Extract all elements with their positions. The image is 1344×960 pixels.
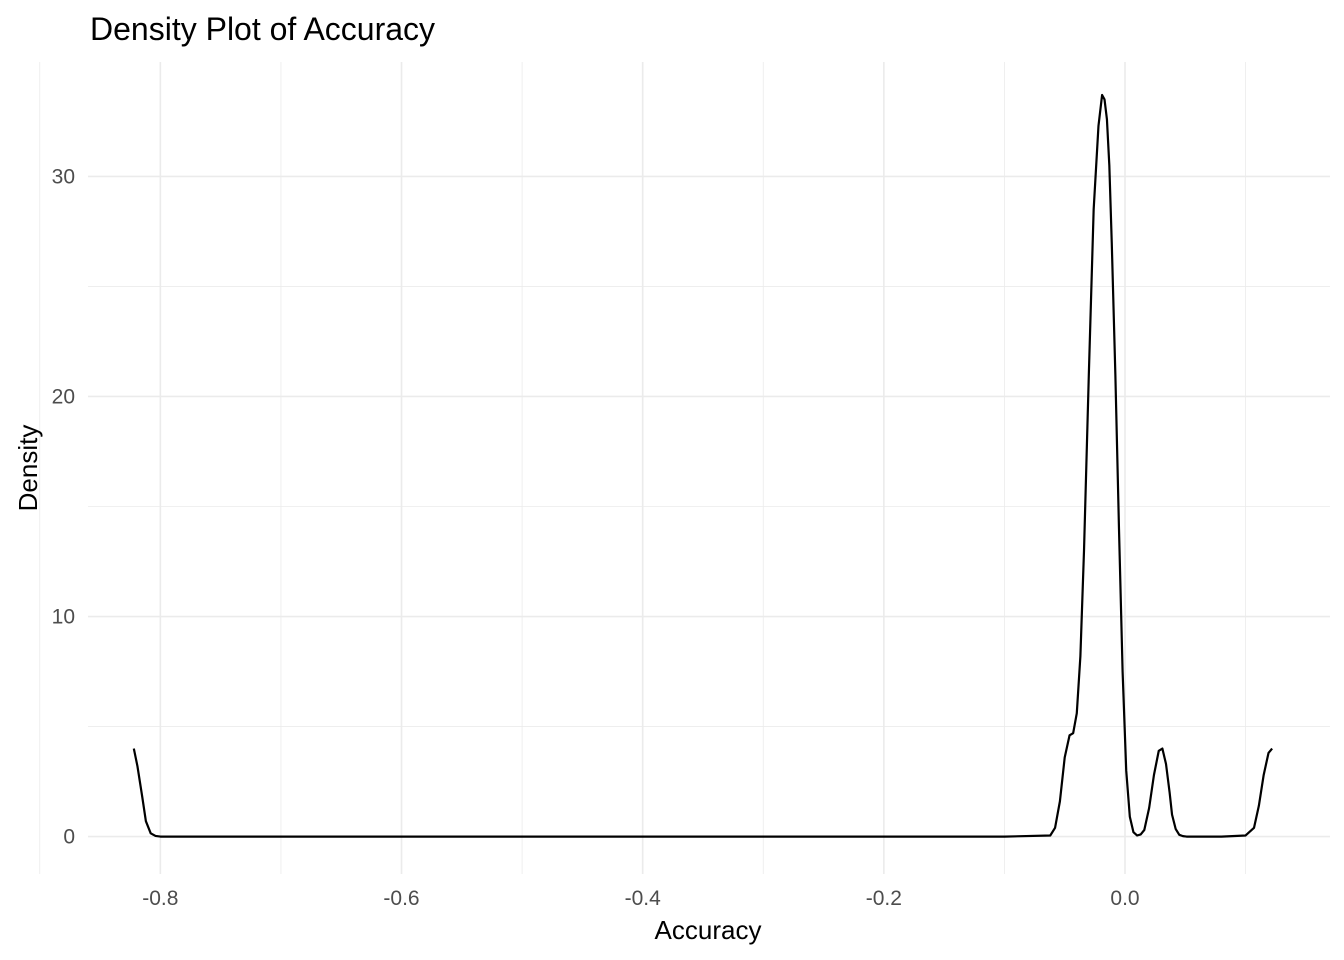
y-tick-label-1: 10 xyxy=(52,606,75,629)
density-series xyxy=(132,93,1273,838)
y-tick-label-2: 20 xyxy=(52,385,75,408)
y-tick-label-3: 30 xyxy=(52,165,75,188)
major-gridlines xyxy=(88,62,1330,874)
y-axis-ticks: 0 10 20 30 xyxy=(52,165,75,848)
minor-gridlines xyxy=(39,62,1330,874)
y-tick-label-0: 0 xyxy=(63,826,75,849)
y-axis-label: Density xyxy=(13,425,43,512)
x-tick-label-1: -0.6 xyxy=(383,887,419,910)
x-tick-label-0: -0.8 xyxy=(142,887,178,910)
x-tick-label-2: -0.4 xyxy=(625,887,662,910)
x-tick-label-4: 0.0 xyxy=(1110,887,1139,910)
chart-title: Density Plot of Accuracy xyxy=(90,11,435,47)
x-axis-label: Accuracy xyxy=(655,915,762,945)
x-axis-ticks: -0.8 -0.6 -0.4 -0.2 0.0 xyxy=(142,887,1139,910)
x-tick-label-3: -0.2 xyxy=(866,887,902,910)
density-line-0 xyxy=(132,93,1273,838)
